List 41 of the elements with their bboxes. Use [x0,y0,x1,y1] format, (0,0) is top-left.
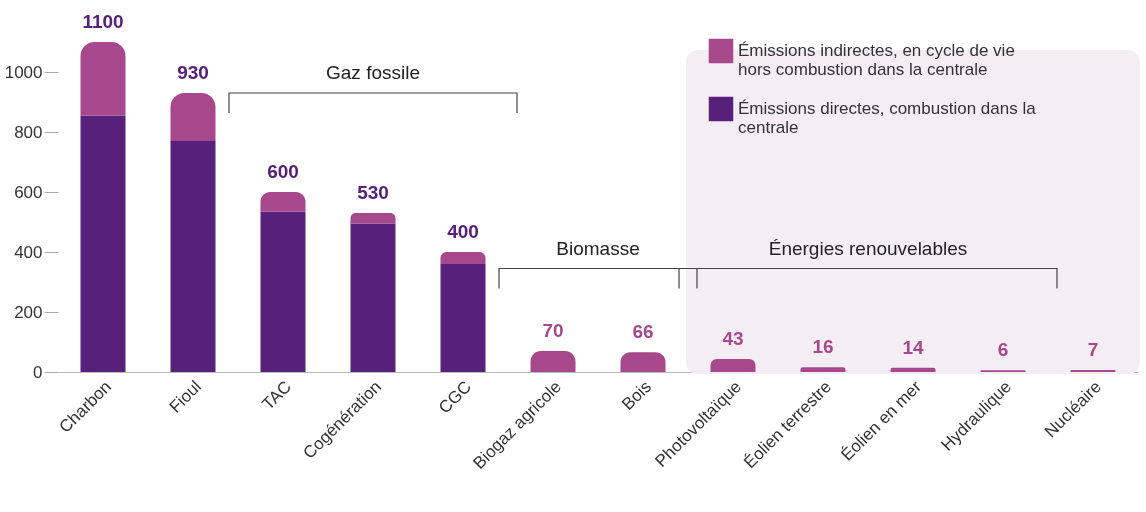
bar [80,42,126,116]
bar [350,213,396,224]
annotation: Biomasse [556,237,640,259]
total-label: 16 [812,336,834,358]
total-label: 930 [177,62,209,83]
total-label: 600 [267,161,299,182]
x-tick-label: Bois [618,377,656,414]
bar [440,252,486,264]
bar [260,211,306,372]
bar [1070,369,1116,372]
bar [620,352,666,372]
bar [530,351,576,372]
annotation: Énergies renouvelables [768,237,968,259]
bar [350,223,396,372]
bar [170,93,216,141]
bar [890,367,936,372]
legend-label: Émissions directes, combustion dans la centrale [738,99,1037,137]
total-label: 530 [357,182,389,203]
total-label: 7 [1087,338,1099,360]
total-label: 14 [902,336,924,358]
y-tick-label: 800 [14,122,43,142]
annotation: Gaz fossile [326,62,420,83]
y-tick-label: 1000 [4,62,43,82]
y-tick-label: 600 [14,182,43,202]
total-label: 6 [997,339,1009,361]
total-label: 43 [722,328,744,350]
bar [170,141,216,372]
bar [260,192,306,212]
y-tick-label: 400 [14,242,43,262]
bar [80,115,126,372]
bar [800,367,846,372]
total-label: 400 [447,221,479,242]
bar [440,264,486,372]
y-tick-label: 200 [14,302,43,322]
bar [710,359,756,372]
x-tick-label: TAC [258,377,296,414]
total-label: 1100 [82,11,124,32]
legend-label: Émissions indirectes, en cycle de vie hors combustion dans la centrale [738,41,1015,79]
y-tick-label: 0 [33,362,43,382]
total-label: 66 [632,321,654,343]
total-label: 70 [542,320,564,341]
